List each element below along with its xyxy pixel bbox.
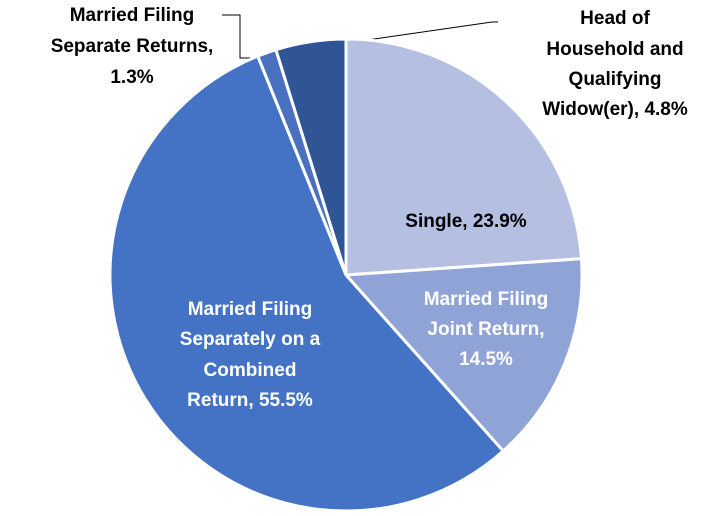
leader-line xyxy=(222,14,262,59)
data-label: 14.5% xyxy=(459,349,513,370)
pie-slice xyxy=(344,37,584,277)
data-label: Joint Return, xyxy=(427,319,544,340)
data-label: Married Filing xyxy=(188,299,313,320)
data-label: Household and xyxy=(546,39,683,60)
data-label: Married Filing xyxy=(424,289,549,310)
pie-slice xyxy=(342,257,584,454)
data-label: Combined xyxy=(204,360,297,381)
data-label: Head of xyxy=(580,8,650,29)
data-label: Separate Returns, xyxy=(51,36,214,57)
pie-slice xyxy=(108,54,506,513)
data-label: Widow(er), 4.8% xyxy=(542,99,688,120)
data-label: Married Filing xyxy=(70,5,195,26)
data-label: Return, 55.5% xyxy=(187,390,313,411)
data-label: 1.3% xyxy=(110,67,153,88)
data-label: Single, 23.9% xyxy=(405,211,527,232)
data-label: Qualifying xyxy=(569,69,662,90)
pie-slice xyxy=(274,37,348,276)
data-label: Separately on a xyxy=(180,329,321,350)
